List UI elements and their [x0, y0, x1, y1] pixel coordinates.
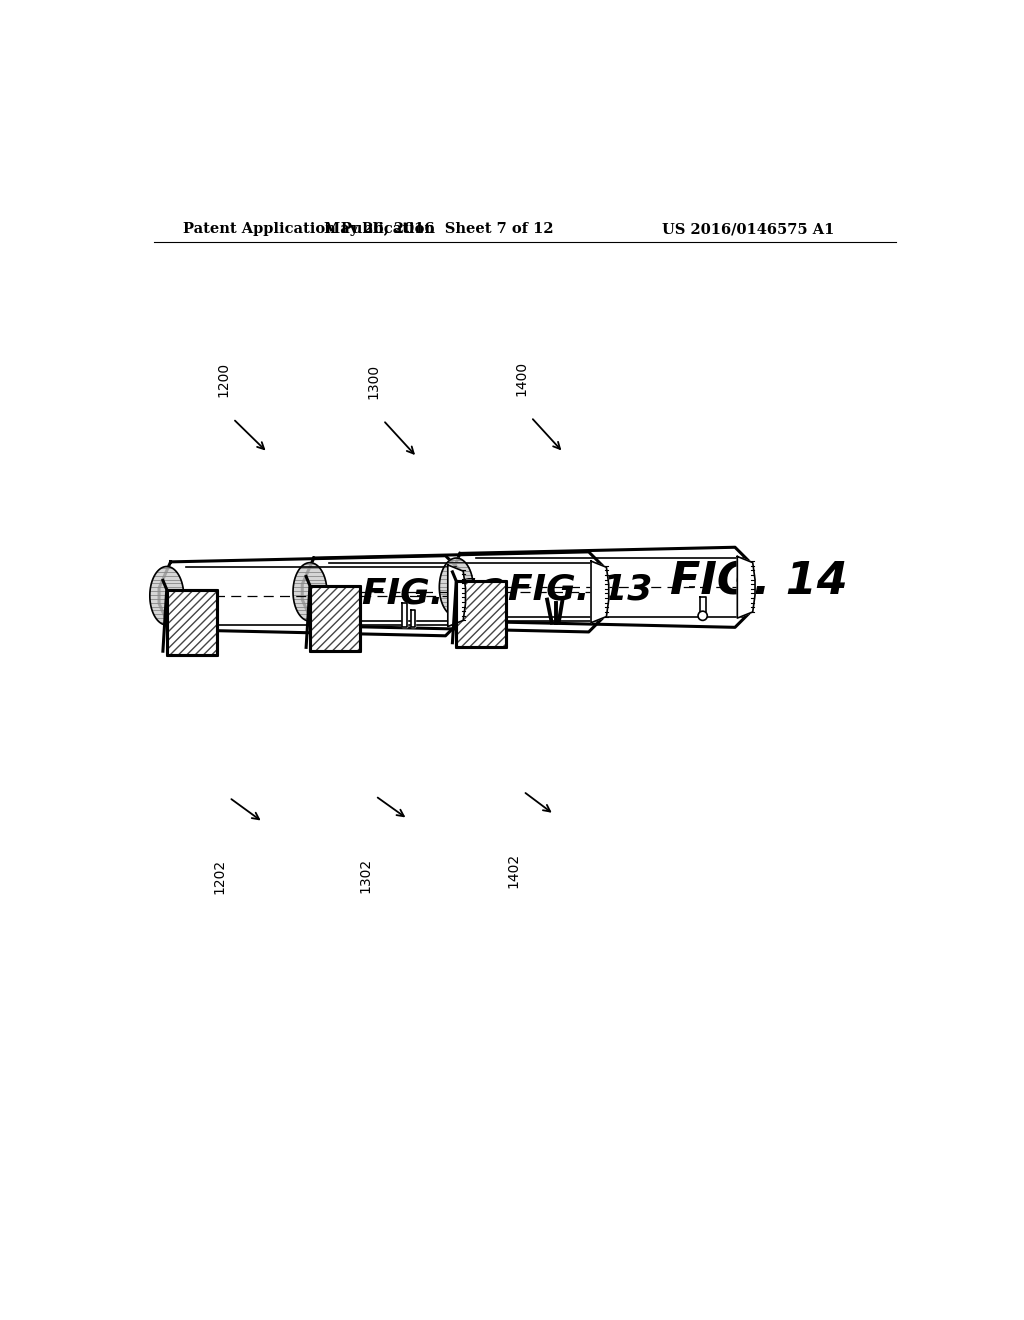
Text: 1200: 1200	[216, 362, 230, 397]
Polygon shape	[310, 586, 360, 651]
Circle shape	[698, 611, 708, 620]
Text: 1302: 1302	[358, 858, 373, 892]
Polygon shape	[411, 610, 416, 627]
Polygon shape	[591, 561, 608, 623]
Polygon shape	[439, 558, 473, 616]
Text: 1402: 1402	[506, 853, 520, 888]
Bar	[167, 590, 217, 655]
Polygon shape	[699, 597, 706, 612]
Polygon shape	[447, 565, 466, 627]
Polygon shape	[737, 557, 755, 618]
Polygon shape	[150, 566, 183, 624]
Text: US 2016/0146575 A1: US 2016/0146575 A1	[662, 222, 835, 236]
Bar	[310, 586, 360, 651]
Polygon shape	[457, 581, 506, 647]
Text: FIG. 12: FIG. 12	[361, 577, 506, 610]
Text: 1300: 1300	[367, 363, 380, 399]
Polygon shape	[159, 556, 460, 636]
Text: FIG. 13: FIG. 13	[508, 573, 652, 607]
Polygon shape	[402, 603, 407, 627]
Polygon shape	[293, 562, 327, 622]
Text: 1400: 1400	[514, 360, 528, 396]
Polygon shape	[449, 548, 749, 627]
Text: FIG. 14: FIG. 14	[670, 561, 847, 603]
Polygon shape	[167, 590, 217, 655]
Polygon shape	[302, 552, 602, 632]
Text: 1202: 1202	[212, 859, 226, 894]
Text: Patent Application Publication: Patent Application Publication	[183, 222, 435, 236]
Text: May 26, 2016  Sheet 7 of 12: May 26, 2016 Sheet 7 of 12	[324, 222, 553, 236]
Bar	[457, 581, 506, 647]
